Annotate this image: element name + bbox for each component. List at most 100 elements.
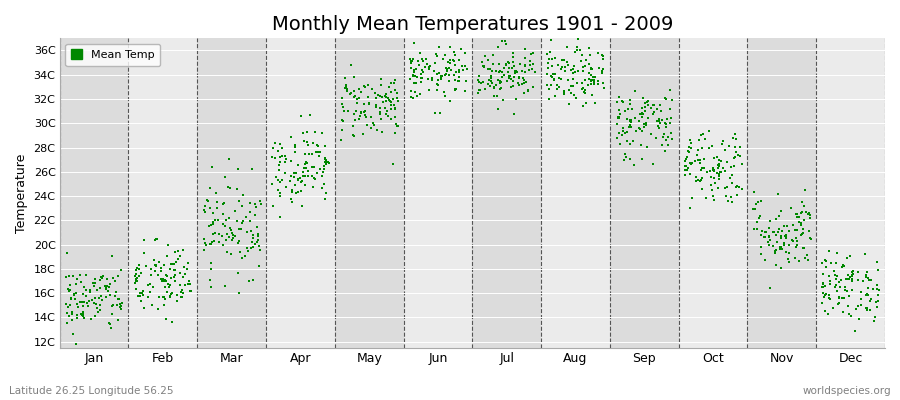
Point: [753, 232, 768, 238]
Point: [169, 291, 184, 298]
Point: [834, 295, 849, 301]
Point: [771, 191, 786, 197]
Point: [719, 193, 733, 200]
Point: [505, 65, 519, 71]
Point: [59, 320, 74, 326]
Point: [697, 155, 711, 162]
Point: [382, 98, 397, 104]
Point: [449, 86, 464, 92]
Point: [860, 269, 874, 275]
Point: [99, 286, 113, 292]
Point: [413, 79, 428, 85]
Point: [500, 59, 515, 65]
Point: [696, 131, 710, 138]
Point: [129, 266, 143, 273]
Point: [797, 255, 812, 262]
Point: [684, 161, 698, 167]
Point: [115, 300, 130, 306]
Point: [85, 296, 99, 303]
Point: [108, 293, 122, 300]
Point: [216, 242, 230, 248]
Point: [129, 273, 143, 280]
Point: [550, 86, 564, 92]
Point: [566, 66, 580, 72]
Point: [777, 240, 791, 246]
Point: [563, 67, 578, 73]
Point: [158, 272, 173, 278]
Point: [627, 114, 642, 121]
Point: [852, 316, 867, 322]
Point: [289, 190, 303, 196]
Point: [795, 208, 809, 215]
Point: [560, 59, 574, 66]
Point: [129, 271, 143, 278]
Point: [171, 255, 185, 262]
Point: [551, 62, 565, 68]
Point: [310, 170, 324, 176]
Point: [566, 76, 580, 82]
Point: [682, 204, 697, 211]
Point: [803, 235, 817, 241]
Point: [712, 170, 726, 177]
Point: [236, 218, 250, 224]
Point: [507, 111, 521, 118]
Point: [659, 137, 673, 144]
Point: [843, 253, 858, 260]
Point: [130, 274, 144, 281]
Point: [497, 65, 511, 71]
Point: [277, 170, 292, 176]
Point: [72, 298, 86, 305]
Point: [430, 80, 445, 87]
Point: [284, 198, 299, 205]
Point: [184, 281, 198, 287]
Point: [411, 62, 426, 68]
Point: [357, 83, 372, 89]
Point: [550, 82, 564, 88]
Point: [860, 275, 875, 282]
Point: [214, 233, 229, 240]
Point: [79, 272, 94, 279]
Point: [796, 245, 811, 252]
Point: [548, 55, 562, 62]
Point: [640, 144, 654, 150]
Point: [413, 75, 428, 81]
Point: [621, 106, 635, 112]
Point: [410, 92, 425, 99]
Point: [93, 276, 107, 283]
Point: [855, 278, 869, 284]
Point: [641, 102, 655, 108]
Point: [695, 145, 709, 152]
Point: [483, 83, 498, 90]
Point: [208, 217, 222, 223]
Point: [644, 105, 658, 111]
Point: [346, 123, 360, 129]
Point: [570, 47, 584, 53]
Point: [252, 243, 266, 249]
Point: [580, 82, 595, 88]
Point: [638, 104, 652, 110]
Point: [728, 136, 742, 142]
Point: [815, 300, 830, 306]
Point: [386, 96, 400, 102]
Point: [375, 99, 390, 106]
Point: [427, 68, 441, 74]
Point: [80, 300, 94, 306]
Point: [706, 175, 721, 182]
Point: [823, 272, 837, 279]
Point: [111, 295, 125, 302]
Point: [362, 101, 376, 107]
Point: [443, 44, 457, 50]
Point: [235, 202, 249, 209]
Point: [297, 138, 311, 144]
Point: [404, 60, 419, 66]
Point: [486, 92, 500, 99]
Point: [445, 67, 459, 73]
Point: [203, 241, 218, 247]
Point: [88, 301, 103, 307]
Point: [545, 70, 560, 77]
Point: [502, 65, 517, 71]
Point: [133, 270, 148, 276]
Point: [720, 184, 734, 190]
Point: [338, 74, 352, 81]
Point: [653, 108, 668, 115]
